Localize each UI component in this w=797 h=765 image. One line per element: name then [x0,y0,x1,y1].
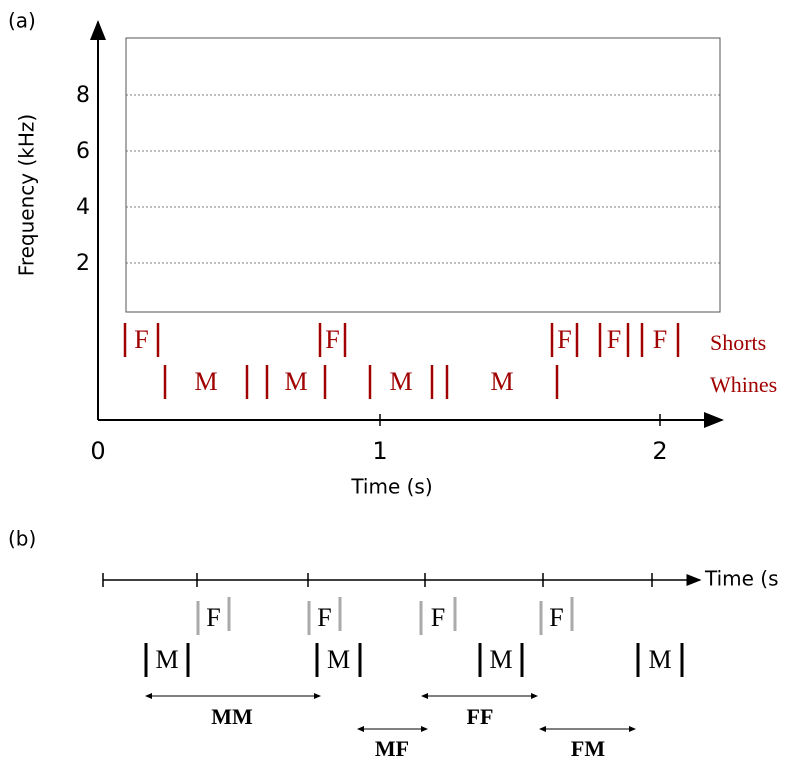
y-tick-label: 8 [76,83,90,108]
f-label: F [431,603,445,632]
spectrogram [125,37,721,313]
interval-arrows [145,693,636,732]
panel-label: (a) [8,9,36,33]
y-ticks: 2 4 6 8 [76,83,90,276]
panel-label: (b) [8,527,36,551]
short-label: F [325,325,339,354]
x-tick-label: 0 [90,437,105,465]
short-label: F [607,325,621,354]
m-label: M [327,645,350,674]
f-label: F [317,603,331,632]
y-tick-label: 4 [76,195,90,220]
m-label: M [648,645,671,674]
whine-label: M [284,367,307,396]
axis-label: Time (s [704,567,779,591]
spectrogram-frame [125,37,721,313]
x-axis-label: Time (s) [350,475,432,499]
time-ticks [102,573,653,587]
schematic-segments: F F F FM M M M [144,597,684,677]
row-label: Whines [710,372,777,397]
x-tick-marks [379,414,661,426]
short-label: F [134,325,148,354]
whine-label: M [389,367,412,396]
interval-label: FM [571,736,605,761]
short-label: F [653,325,667,354]
short-label: F [557,325,571,354]
m-label: M [489,645,512,674]
m-label: M [155,645,178,674]
x-tick-label: 1 [372,437,387,465]
segments: F F F F FM M M M [123,323,680,399]
interval-labels: MM FF MF FM [211,704,605,761]
row-label: Shorts [710,330,766,355]
y-tick-label: 6 [76,139,90,164]
whine-label: M [194,367,217,396]
whine-label: M [490,367,513,396]
y-axis-label: Frequency (kHz) [15,114,39,276]
grid [126,94,720,264]
f-label: F [206,603,220,632]
interval-label: FF [467,704,494,729]
f-label: F [549,603,563,632]
x-tick-label: 2 [652,437,667,465]
interval-label: MM [211,704,253,729]
y-tick-label: 2 [76,251,90,276]
x-ticks: 0 1 2 [90,437,667,465]
interval-label: MF [375,736,409,761]
